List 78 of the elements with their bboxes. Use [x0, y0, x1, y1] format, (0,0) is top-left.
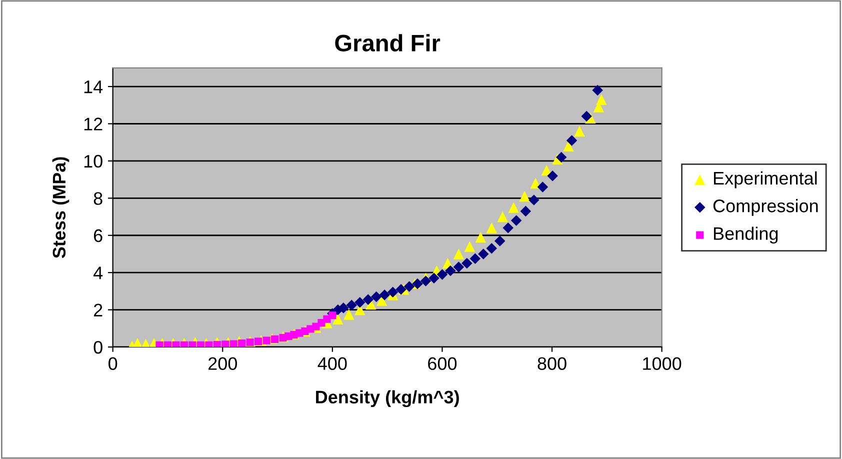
point	[486, 222, 498, 234]
point	[453, 262, 464, 272]
y-tick-label: 10	[84, 154, 102, 168]
point	[494, 236, 506, 246]
point	[379, 290, 390, 300]
point	[354, 296, 366, 308]
point	[478, 248, 489, 260]
point	[502, 222, 514, 234]
point	[537, 182, 548, 192]
point	[196, 341, 204, 348]
y-axis-title: Stess (MPa)	[52, 157, 70, 258]
point	[156, 341, 164, 348]
legend-label: Experimental	[714, 171, 817, 188]
point	[238, 339, 246, 348]
x-tick-label: 200	[208, 357, 237, 370]
point	[547, 170, 558, 182]
point	[387, 286, 398, 298]
y-tick-label: 0	[94, 340, 102, 354]
point	[222, 340, 230, 348]
point	[497, 211, 508, 222]
point	[436, 269, 448, 280]
point	[528, 194, 540, 206]
point	[262, 336, 270, 344]
point	[428, 272, 440, 284]
point	[370, 291, 382, 302]
point	[332, 314, 344, 324]
x-tick-label: 0	[108, 357, 118, 370]
point	[412, 278, 423, 290]
point	[420, 276, 432, 286]
point	[344, 309, 354, 320]
point	[486, 243, 498, 254]
point	[475, 232, 486, 243]
point	[180, 341, 188, 348]
legend-label: Bending	[714, 226, 778, 244]
point	[453, 248, 464, 260]
y-tick-label: 4	[93, 266, 103, 280]
y-tick-label: 12	[84, 118, 102, 130]
point	[328, 312, 336, 320]
x-tick-label: 800	[538, 357, 566, 370]
point	[596, 94, 607, 105]
x-axis-title: Density (kg/m^3)	[316, 390, 459, 408]
point	[470, 253, 481, 264]
point	[188, 341, 196, 348]
point	[510, 215, 522, 226]
point	[164, 341, 172, 348]
point	[592, 84, 603, 96]
point	[270, 335, 279, 343]
point	[464, 241, 476, 252]
point	[519, 190, 530, 202]
point	[404, 281, 415, 292]
point	[462, 258, 472, 269]
point	[172, 341, 180, 348]
point	[563, 140, 574, 152]
point	[396, 284, 406, 295]
y-tick-label: 14	[84, 80, 103, 94]
legend-label: Compression	[713, 199, 818, 216]
point	[520, 206, 532, 217]
point	[566, 135, 578, 146]
y-tick-label: 8	[94, 192, 102, 205]
point	[246, 338, 254, 346]
point	[254, 338, 262, 346]
y-tick-label: 6	[94, 229, 102, 242]
point	[581, 110, 592, 122]
x-tick-label: 1000	[643, 357, 682, 370]
x-tick-label: 600	[428, 357, 457, 370]
point	[362, 294, 374, 305]
point	[556, 152, 567, 163]
point	[213, 340, 221, 348]
x-tick-label: 400	[318, 357, 347, 370]
point	[574, 126, 585, 137]
point	[445, 265, 456, 276]
chart-title: Grand Fir	[335, 34, 440, 52]
point	[346, 300, 358, 311]
point	[205, 341, 213, 348]
point	[508, 202, 519, 213]
y-tick-label: 2	[94, 304, 102, 316]
point	[338, 302, 349, 314]
point	[230, 340, 238, 348]
